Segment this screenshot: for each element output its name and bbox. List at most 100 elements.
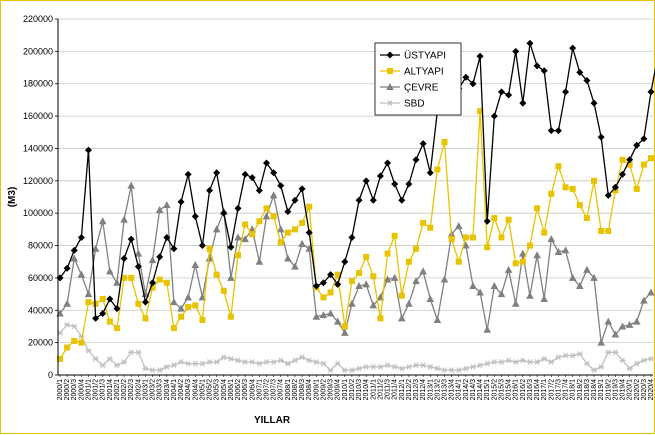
x-tick-label: 2015/1 (484, 379, 491, 401)
x-tick-label: 2000/1 (57, 379, 64, 401)
data-point (385, 363, 391, 368)
x-tick-label: 2018/2 (577, 379, 584, 401)
data-point (242, 171, 249, 178)
data-point (234, 233, 242, 240)
x-tick-label: 2016/3 (527, 379, 534, 401)
data-point (100, 363, 106, 368)
data-point (292, 358, 298, 363)
data-point (228, 356, 234, 361)
data-point (391, 181, 398, 188)
data-point (299, 185, 306, 192)
x-tick-label: 2019/3 (612, 379, 619, 401)
series-line (60, 186, 651, 343)
x-tick-label: 2004/3 (185, 379, 192, 401)
x-tick-label: 2010/3 (356, 379, 363, 401)
x-tick-label: 2016/2 (520, 379, 527, 401)
data-point (71, 247, 78, 254)
data-point (384, 160, 391, 167)
x-tick-label: 2017/2 (548, 379, 555, 401)
data-point (199, 317, 205, 323)
x-tick-label: 2001/3 (100, 379, 107, 401)
data-point (555, 163, 561, 169)
data-point (120, 216, 128, 223)
data-point (484, 361, 490, 366)
y-tick-label: 100000 (23, 208, 53, 218)
data-point (392, 364, 398, 369)
data-point (64, 344, 70, 350)
data-point (570, 353, 576, 358)
data-point (285, 230, 291, 236)
x-tick-label: 2014/2 (463, 379, 470, 401)
x-tick-label: 2002/1 (114, 379, 121, 401)
data-point (121, 255, 128, 262)
y-axis-ticks: 0200004000060000800001000001200001400001… (23, 14, 58, 380)
y-tick-label: 40000 (28, 305, 53, 315)
x-tick-label: 2005/4 (221, 379, 228, 401)
legend-label: ÜSTYAPI (404, 50, 446, 62)
data-point (555, 355, 561, 360)
data-point (484, 244, 490, 250)
data-point (541, 356, 547, 361)
data-point (533, 251, 541, 258)
data-point (377, 315, 383, 321)
data-point (527, 243, 533, 249)
data-point (456, 259, 462, 265)
gridlines (58, 19, 653, 375)
x-tick-label: 2003/2 (150, 379, 157, 401)
data-point (170, 298, 178, 305)
data-point (512, 300, 520, 307)
x-tick-label: 2011/3 (385, 379, 392, 400)
x-tick-label: 2008/1 (285, 379, 292, 401)
x-tick-label: 2002/3 (128, 379, 135, 401)
data-point (406, 364, 412, 369)
x-tick-label: 2009/1 (313, 379, 320, 401)
x-tick-label: 2018/4 (591, 379, 598, 401)
data-point (491, 282, 499, 289)
data-point (505, 266, 513, 273)
x-tick-label: 2003/4 (164, 379, 171, 401)
x-tick-label: 2014/3 (470, 379, 477, 401)
data-point (434, 316, 442, 323)
data-point (335, 361, 341, 366)
data-point (328, 289, 334, 295)
data-point (570, 186, 576, 192)
data-point (370, 197, 377, 204)
data-point (605, 228, 611, 234)
x-tick-label: 2020/2 (634, 379, 641, 401)
data-point (470, 364, 476, 369)
data-point (463, 366, 469, 371)
data-point (641, 358, 647, 363)
y-tick-label: 200000 (23, 46, 53, 56)
y-tick-label: 140000 (23, 143, 53, 153)
data-point (484, 218, 491, 225)
data-point (569, 45, 576, 52)
data-point (534, 360, 540, 365)
data-point (184, 293, 192, 300)
data-point (648, 356, 654, 361)
data-point (641, 162, 647, 168)
data-point (113, 279, 121, 286)
x-tick-label: 2013/3 (442, 379, 449, 401)
data-point (513, 260, 519, 266)
data-point (106, 267, 114, 274)
data-point (442, 139, 448, 145)
y-tick-label: 60000 (28, 273, 53, 283)
data-point (149, 256, 157, 263)
data-point (555, 127, 562, 134)
data-point (107, 319, 113, 325)
x-tick-label: 2006/2 (235, 379, 242, 401)
data-point (207, 246, 213, 252)
series-altyapi (57, 108, 654, 362)
data-point (214, 360, 220, 365)
data-point (513, 360, 519, 365)
data-point (434, 166, 440, 172)
data-point (156, 253, 163, 260)
data-point (506, 358, 512, 363)
data-point (520, 259, 526, 265)
data-point (526, 40, 533, 47)
series-line (60, 325, 651, 370)
y-tick-label: 0 (48, 370, 53, 380)
data-point (598, 228, 604, 234)
data-point (426, 295, 434, 302)
